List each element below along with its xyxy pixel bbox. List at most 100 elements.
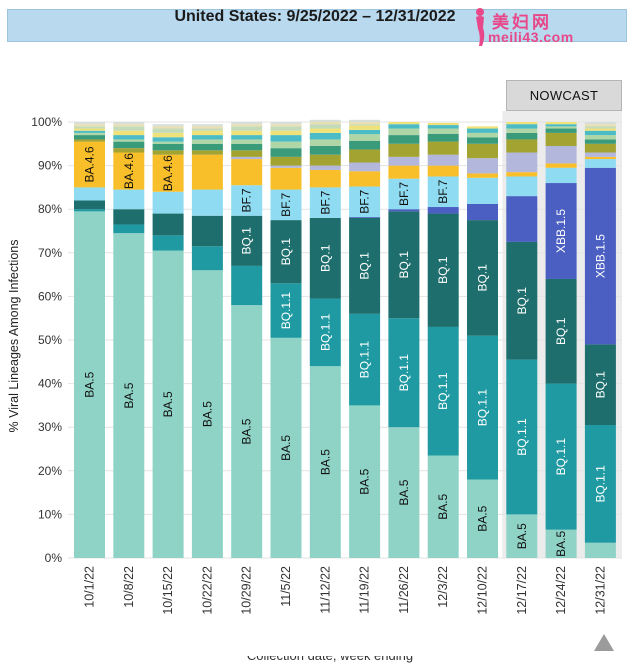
bar-segment: [545, 145, 577, 164]
bar-data-label: BF.7: [397, 182, 411, 206]
watermark-logo: 美妇网 meili43.com: [470, 6, 620, 48]
bar-segment: [152, 124, 184, 127]
bar-data-label: BA.5: [161, 391, 175, 417]
bar-segment: [427, 122, 459, 126]
bar-segment: [349, 122, 381, 125]
bar-segment: [349, 171, 381, 187]
y-axis-tick-labels: 0% 10% 20% 30% 40% 50% 60% 70% 80% 90% 100%: [31, 115, 62, 565]
bar-segment: [545, 124, 577, 127]
bar-segment: [270, 141, 302, 149]
y-tick-label: 80%: [38, 202, 62, 216]
bar-segment: [231, 139, 263, 144]
bar-data-label: BA.5: [83, 371, 97, 397]
bar-data-label: BQ.1.1: [318, 313, 332, 351]
bar-segment: [74, 200, 105, 210]
bar-segment: [388, 156, 420, 166]
bar-segment: [113, 233, 145, 558]
bar-segment: [467, 173, 498, 178]
bar-segment: [152, 191, 184, 214]
bar-data-label: BA.5: [397, 479, 411, 505]
bar-segment: [113, 189, 145, 210]
bar-segment: [309, 154, 341, 166]
bar-segment: [388, 122, 420, 125]
bar-segment: [231, 126, 263, 131]
bar-segment: [349, 162, 381, 172]
bar-segment: [74, 211, 105, 558]
x-tick-label: 12/10/22: [476, 566, 490, 615]
bar-segment: [309, 366, 341, 558]
bar-segment: [545, 278, 577, 384]
x-tick-label: 10/15/22: [161, 566, 175, 615]
bar-segment: [152, 128, 184, 133]
bar-segment: [113, 139, 145, 142]
bar-segment: [349, 129, 381, 135]
bar-segment: [74, 128, 105, 131]
bar-segment: [388, 165, 420, 179]
bar-segment: [427, 128, 459, 134]
bar-segment: [427, 213, 459, 327]
y-tick-label: 70%: [38, 246, 62, 260]
x-tick-label: 10/8/22: [122, 566, 136, 608]
bar-segment: [584, 139, 616, 144]
bar-segment: [113, 135, 145, 140]
y-tick-label: 30%: [38, 420, 62, 434]
bar-data-label: BA.5: [122, 382, 136, 408]
bar-segment: [427, 176, 459, 208]
x-tick-label: 12/31/22: [593, 566, 607, 615]
bar-segment: [506, 514, 538, 558]
bar-segment: [427, 141, 459, 155]
bar-segment: [191, 270, 223, 558]
bar-segment: [152, 141, 184, 144]
bar-segment: [388, 128, 420, 136]
y-tick-label: 0%: [45, 551, 63, 565]
bar-segment: [231, 156, 263, 160]
bar-segment: [113, 124, 145, 127]
bar-data-label: BF.7: [318, 190, 332, 214]
bar-segment: [74, 122, 105, 125]
bar-segment: [388, 178, 420, 210]
bar-segment: [506, 139, 538, 153]
x-tick-label: 11/5/22: [279, 566, 293, 607]
bar-segment: [427, 125, 459, 129]
bar-segment: [584, 128, 616, 131]
bar-segment: [270, 283, 302, 338]
bar-segment: [427, 326, 459, 456]
bar-data-label: BQ.1: [436, 256, 450, 284]
bar-segment: [74, 126, 105, 129]
bar-segment: [545, 183, 577, 279]
bar-data-label: BQ.1: [476, 264, 490, 292]
scroll-up-arrow-icon[interactable]: [594, 634, 614, 651]
x-tick-label: 10/22/22: [200, 566, 214, 615]
bar-segment: [388, 318, 420, 428]
bar-segment: [231, 135, 263, 140]
bar-segment: [584, 344, 616, 426]
bar-segment: [584, 159, 616, 168]
bar-segment: [270, 189, 302, 221]
bar-segment: [467, 128, 498, 133]
bar-segment: [584, 130, 616, 136]
x-tick-label: 12/3/22: [436, 566, 450, 608]
bar-segment: [309, 132, 341, 140]
bar-data-label: BF.7: [436, 179, 450, 203]
bar-segment: [309, 187, 341, 218]
x-tick-label: 11/26/22: [397, 566, 411, 614]
bar-segment: [152, 213, 184, 236]
bar-segment: [191, 154, 223, 190]
bar-segment: [74, 130, 105, 133]
woman-silhouette-icon: [476, 8, 485, 46]
bar-segment: [349, 313, 381, 406]
chart-title: United States: 9/25/2022 – 12/31/2022: [174, 8, 456, 25]
bar-segment: [467, 137, 498, 144]
bar-segment: [349, 140, 381, 150]
bar-segment: [467, 479, 498, 558]
bar-data-label: BQ.1: [593, 371, 607, 399]
bar-segment: [231, 265, 263, 306]
bar-segment: [584, 143, 616, 153]
x-tick-label: 12/17/22: [515, 566, 529, 615]
x-tick-label: 11/12/22: [318, 566, 332, 614]
bar-segment: [309, 139, 341, 146]
bar-segment: [231, 130, 263, 136]
bar-segment: [349, 119, 381, 122]
bar-segment: [506, 128, 538, 133]
